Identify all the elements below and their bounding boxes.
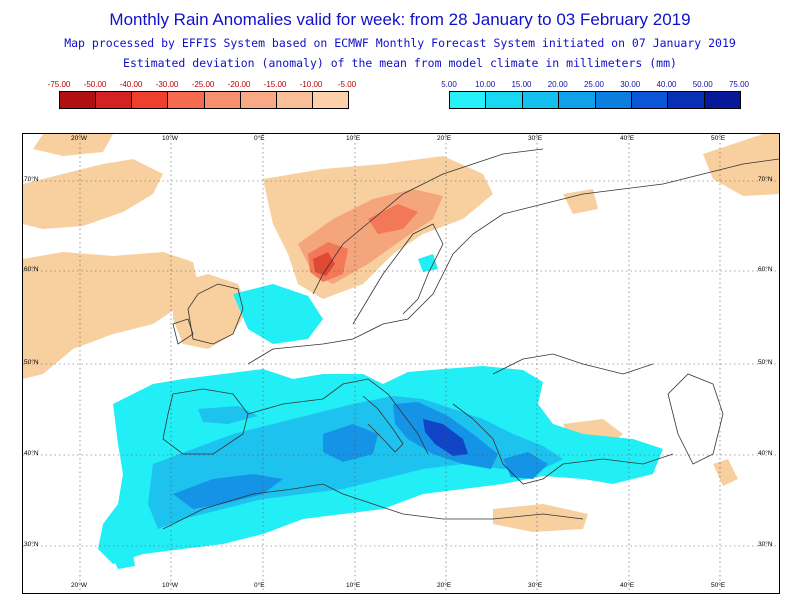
legend-tick-label: -20.00 <box>227 80 251 89</box>
latitude-label-right: 40°N <box>758 450 773 457</box>
latitude-label-left: 40°N <box>24 450 39 457</box>
wet-area-adriatic-max <box>423 419 468 456</box>
legend-color-swatch <box>704 92 740 108</box>
longitude-label-bottom: 10°E <box>346 582 361 589</box>
latitude-label-left: 70°N <box>24 176 39 183</box>
graticule <box>23 134 779 593</box>
map-description-line-2: Estimated deviation (anomaly) of the mea… <box>123 56 677 70</box>
legend-tick-label: 10.00 <box>475 80 496 89</box>
legend-color-swatch <box>204 92 241 108</box>
legend-color-swatch <box>96 92 133 108</box>
longitude-label-top: 50°E <box>711 135 726 142</box>
anomaly-map <box>22 133 780 594</box>
longitude-label-bottom: 0°E <box>254 582 265 589</box>
latitude-label-left: 30°N <box>24 541 39 548</box>
legend-color-swatch <box>240 92 277 108</box>
dry-area-greenland-coast <box>33 134 113 156</box>
legend-tick-label: 20.00 <box>547 80 568 89</box>
legend-color-swatch <box>132 92 169 108</box>
longitude-label-bottom: 10°W <box>162 582 178 589</box>
dry-area-norway-max <box>313 252 335 276</box>
longitude-label-top: 20°E <box>437 135 452 142</box>
wet-area-algeria-strong <box>173 474 283 509</box>
legend-color-swatch <box>168 92 205 108</box>
negative-anomaly-legend: -75.00 -50.00 -40.00 -30.00 -25.00 -20.00 -15.… <box>48 80 356 110</box>
legend-color-swatch <box>631 92 669 108</box>
legend-tick-label: 40.00 <box>656 80 677 89</box>
latitude-label-right: 70°N <box>758 176 773 183</box>
longitude-label-top: 20°W <box>71 135 87 142</box>
legend-color-swatch <box>595 92 632 108</box>
legend-tick-label: 50.00 <box>692 80 713 89</box>
wet-area-north-sea <box>233 284 323 344</box>
latitude-label-left: 60°N <box>24 266 39 273</box>
legend-color-swatch <box>486 92 523 108</box>
latitude-label-right: 30°N <box>758 541 773 548</box>
longitude-label-bottom: 40°E <box>620 582 635 589</box>
longitude-label-bottom: 50°E <box>711 582 726 589</box>
legend-tick-label: -5.00 <box>337 80 357 89</box>
longitude-label-bottom: 30°E <box>528 582 543 589</box>
dry-area-iceland-atlantic <box>23 159 163 229</box>
longitude-label-bottom: 20°W <box>71 582 87 589</box>
longitude-label-top: 0°E <box>254 135 265 142</box>
map-canvas <box>23 134 779 593</box>
latitude-label-right: 60°N <box>758 266 773 273</box>
dry-area-uk <box>173 274 248 349</box>
legend-tick-label: -15.00 <box>263 80 287 89</box>
legend-color-swatch <box>276 92 313 108</box>
longitude-label-top: 30°E <box>528 135 543 142</box>
map-description-line-1: Map processed by EFFIS System based on E… <box>64 36 736 50</box>
legend-tick-label: 25.00 <box>583 80 605 89</box>
latitude-label-left: 50°N <box>24 359 39 366</box>
dry-area-north-atlantic-large <box>23 252 198 379</box>
dry-area-sweden-strong <box>368 204 418 234</box>
legend-tick-label: -10.00 <box>299 80 323 89</box>
wet-area-west-baltic <box>418 254 438 272</box>
longitude-label-top: 40°E <box>620 135 635 142</box>
dry-area-levant <box>493 504 588 532</box>
longitude-label-top: 10°W <box>162 135 178 142</box>
legend-tick-label: 75.00 <box>728 80 750 89</box>
legend-color-swatch <box>559 92 596 108</box>
wet-area-biscay <box>198 406 258 424</box>
legend-color-swatch <box>60 92 97 108</box>
legend-tick-label: 15.00 <box>511 80 532 89</box>
positive-anomaly-legend: 5.00 10.00 15.00 20.00 25.00 30.00 40.00 50.00 7… <box>441 80 749 110</box>
legend-tick-label: 30.00 <box>620 80 641 89</box>
legend-tick-label: -75.00 <box>47 80 71 89</box>
legend-color-swatch <box>522 92 560 108</box>
dry-area-arctic-small <box>563 189 598 214</box>
dry-area-caspian <box>713 459 738 486</box>
legend-color-swatch <box>312 92 348 108</box>
wet-anomaly-regions <box>98 254 663 569</box>
legend-color-swatch <box>450 92 487 108</box>
dry-area-arctic-east <box>703 134 779 196</box>
legend-tick-label: -40.00 <box>119 80 143 89</box>
legend-tick-label: -30.00 <box>155 80 179 89</box>
legend-tick-label: -50.00 <box>83 80 107 89</box>
longitude-label-top: 10°E <box>346 135 361 142</box>
legend-color-swatch <box>668 92 705 108</box>
legend-tick-label: 5.00 <box>441 80 457 89</box>
wet-area-tyrrhenian-strong <box>323 424 378 462</box>
latitude-label-right: 50°N <box>758 359 773 366</box>
longitude-label-bottom: 20°E <box>437 582 452 589</box>
coastlines <box>162 148 779 530</box>
legend-tick-label: -25.00 <box>191 80 215 89</box>
map-title: Monthly Rain Anomalies valid for week: f… <box>109 10 691 29</box>
wet-area-canaries <box>113 554 135 569</box>
